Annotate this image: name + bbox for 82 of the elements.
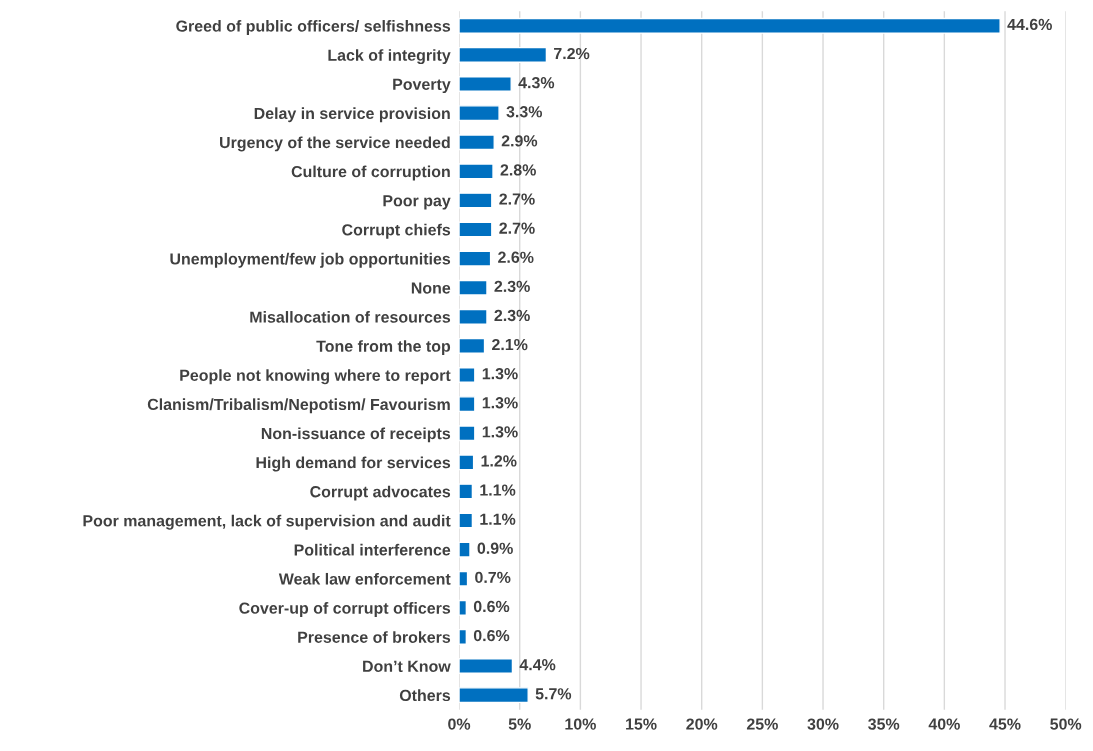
y-tick-label: Others bbox=[399, 689, 451, 702]
bar bbox=[459, 687, 529, 704]
y-tick-label: High demand for services bbox=[256, 456, 451, 472]
data-label: 0.6% bbox=[473, 600, 510, 613]
bar bbox=[459, 279, 488, 296]
y-tick-label: Weak law enforcement bbox=[278, 572, 451, 585]
bar bbox=[459, 105, 500, 122]
x-tick-label: 10% bbox=[565, 718, 596, 730]
bar bbox=[459, 425, 476, 442]
data-label: 7.2% bbox=[554, 47, 590, 60]
data-label: 2.7% bbox=[499, 222, 535, 234]
data-label: 1.3% bbox=[482, 426, 518, 438]
y-tick-label: Presence of brokers bbox=[298, 631, 451, 643]
bar bbox=[459, 76, 512, 92]
y-tick-label: People not knowing where to report bbox=[180, 369, 451, 385]
bar bbox=[459, 658, 514, 675]
x-tick-label: 0% bbox=[448, 718, 471, 730]
bar bbox=[459, 454, 475, 471]
data-label: 1.1% bbox=[480, 484, 516, 496]
data-label: 2.8% bbox=[500, 164, 536, 176]
bar bbox=[459, 396, 476, 413]
y-tick-label: Urgency of the service needed bbox=[220, 136, 450, 152]
y-tick-label: Clanism/Tribalism/Nepotism/ Favourism bbox=[147, 398, 450, 414]
y-tick-label: Non-issuance of receipts bbox=[261, 427, 451, 443]
bar bbox=[459, 250, 492, 267]
data-label: 2.3% bbox=[494, 280, 530, 293]
data-label: 4.3% bbox=[518, 77, 555, 89]
data-label: 5.7% bbox=[535, 688, 572, 700]
data-label: 1.2% bbox=[481, 455, 517, 467]
y-tick-label: Poor pay bbox=[383, 195, 451, 210]
y-tick-label: Poverty bbox=[393, 78, 451, 94]
bar bbox=[459, 541, 471, 558]
data-label: 0.7% bbox=[475, 571, 511, 584]
bar bbox=[459, 17, 1001, 34]
data-label: 3.3% bbox=[506, 106, 543, 118]
data-label: 2.7% bbox=[499, 193, 535, 205]
data-label: 2.9% bbox=[501, 135, 538, 147]
data-label: 2.3% bbox=[494, 309, 530, 322]
y-tick-label: Corrupt advocates bbox=[310, 485, 451, 501]
y-tick-label: Culture of corruption bbox=[291, 165, 450, 181]
x-tick-label: 40% bbox=[928, 718, 960, 730]
data-label: 1.3% bbox=[482, 397, 518, 409]
data-label: 4.4% bbox=[519, 659, 556, 671]
y-tick-label: None bbox=[411, 282, 451, 294]
data-label: 0.9% bbox=[477, 542, 513, 554]
y-tick-label: Political interference bbox=[294, 543, 451, 556]
bar bbox=[459, 483, 474, 500]
x-tick-label: 45% bbox=[989, 718, 1021, 730]
bar bbox=[459, 337, 486, 354]
bar bbox=[459, 163, 494, 180]
y-tick-label: Don’t Know bbox=[363, 660, 451, 672]
y-tick-label: Corrupt chiefs bbox=[342, 223, 451, 239]
x-tick-label: 15% bbox=[626, 718, 657, 730]
bar bbox=[459, 628, 468, 645]
x-tick-label: 20% bbox=[686, 718, 718, 730]
x-tick-label: 50% bbox=[1050, 718, 1082, 730]
y-tick-label: Cover-up of corrupt officers bbox=[239, 602, 451, 617]
y-tick-label: Lack of integrity bbox=[328, 49, 451, 65]
bar bbox=[459, 308, 488, 325]
y-tick-label: Unemployment/few job opportunities bbox=[170, 252, 451, 268]
x-tick-label: 25% bbox=[746, 718, 778, 730]
data-label: 1.1% bbox=[480, 513, 516, 525]
bar bbox=[459, 599, 468, 616]
y-tick-label: Greed of public officers/ selfishness bbox=[176, 20, 451, 35]
bar bbox=[459, 192, 493, 209]
data-label: 44.6% bbox=[1007, 18, 1052, 31]
data-label: 1.3% bbox=[482, 368, 518, 380]
y-tick-label: Misallocation of resources bbox=[250, 311, 451, 323]
y-tick-label: Poor management, lack of supervision and audit bbox=[83, 514, 451, 530]
bar bbox=[459, 221, 493, 238]
data-label: 2.1% bbox=[492, 338, 528, 351]
y-tick-label: Tone from the top bbox=[316, 340, 451, 356]
bar bbox=[459, 512, 474, 529]
bar bbox=[459, 134, 495, 151]
data-label: 0.6% bbox=[473, 629, 510, 642]
y-tick-label: Delay in service provision bbox=[254, 107, 450, 123]
x-tick-label: 30% bbox=[807, 718, 839, 730]
x-tick-label: 35% bbox=[868, 718, 900, 730]
bar bbox=[459, 46, 548, 63]
x-tick-label: 5% bbox=[508, 718, 531, 730]
data-label: 2.6% bbox=[498, 251, 534, 263]
bar bbox=[459, 367, 476, 384]
